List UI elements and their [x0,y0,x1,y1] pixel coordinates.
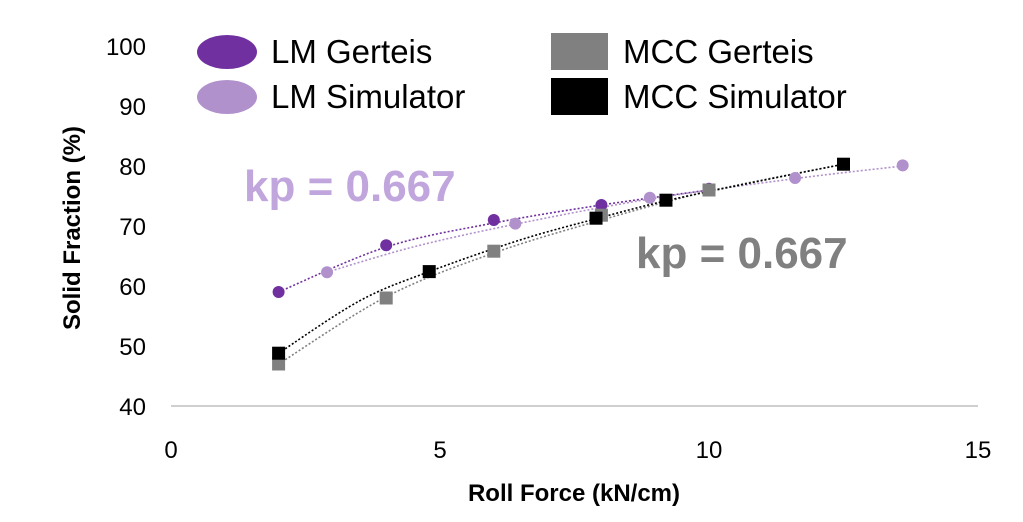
y-tick-label: 60 [119,274,146,301]
annotation-mcc-kp: kp = 0.667 [636,229,848,278]
y-tick-label: 70 [119,214,146,241]
data-point-mcc-simulator [589,211,603,225]
legend-item-lm-simulator: LM Simulator [197,78,465,115]
y-tick-label: 90 [119,94,146,121]
data-point-mcc-gerteis [379,291,393,305]
trendline-mcc-simulator [278,163,844,354]
data-point-mcc-simulator [659,193,673,207]
y-tick-label: 50 [119,334,146,361]
x-tick-label: 5 [433,437,446,464]
trendline-lm-simulator [326,165,903,273]
legend-label: MCC Simulator [623,78,847,115]
x-tick-label: 10 [696,437,723,464]
data-point-lm-simulator [321,266,334,279]
trendlines [278,163,903,365]
data-point-lm-simulator [789,172,802,184]
data-point-mcc-simulator [272,346,286,360]
x-axis-title: Roll Force (kN/cm) [468,480,680,507]
legend-label: MCC Gerteis [623,33,814,70]
x-tick-label: 15 [965,437,992,464]
data-point-mcc-gerteis [487,244,501,258]
data-point-mcc-gerteis [272,357,286,371]
legend-label: LM Simulator [271,78,465,115]
legend-marker-circle [197,80,257,114]
legend-item-lm-gerteis: LM Gerteis [197,33,432,70]
y-axis-title: Solid Fraction (%) [59,126,86,330]
legend-item-mcc-gerteis: MCC Gerteis [551,33,814,70]
legend-label: LM Gerteis [271,33,432,70]
trendline-lm-gerteis [278,189,710,293]
y-tick-labels: 40 50 60 70 80 90 100 [106,34,146,421]
data-point-lm-gerteis [595,199,608,211]
legend-marker-circle [197,35,257,69]
data-point-lm-gerteis [380,239,393,252]
y-tick-label: 40 [119,394,146,421]
data-point-mcc-simulator [422,265,436,279]
data-markers [272,157,909,371]
legend-item-mcc-simulator: MCC Simulator [551,78,847,115]
y-tick-label: 100 [106,34,146,61]
data-point-lm-simulator [643,191,656,204]
x-tick-labels: 0 5 10 15 [164,437,991,464]
data-point-mcc-gerteis [702,183,716,197]
legend-marker-square [551,78,608,115]
data-point-lm-gerteis [487,214,500,226]
y-tick-label: 80 [119,154,146,181]
data-point-mcc-simulator [837,157,850,171]
x-tick-label: 0 [164,437,177,464]
data-point-lm-simulator [896,159,909,172]
data-point-lm-simulator [509,217,522,230]
annotation-lm-kp: kp = 0.667 [244,162,456,211]
legend: LM Gerteis LM Simulator MCC Gerteis MCC … [197,33,847,115]
data-point-lm-gerteis [272,286,285,298]
legend-marker-square [551,33,608,70]
